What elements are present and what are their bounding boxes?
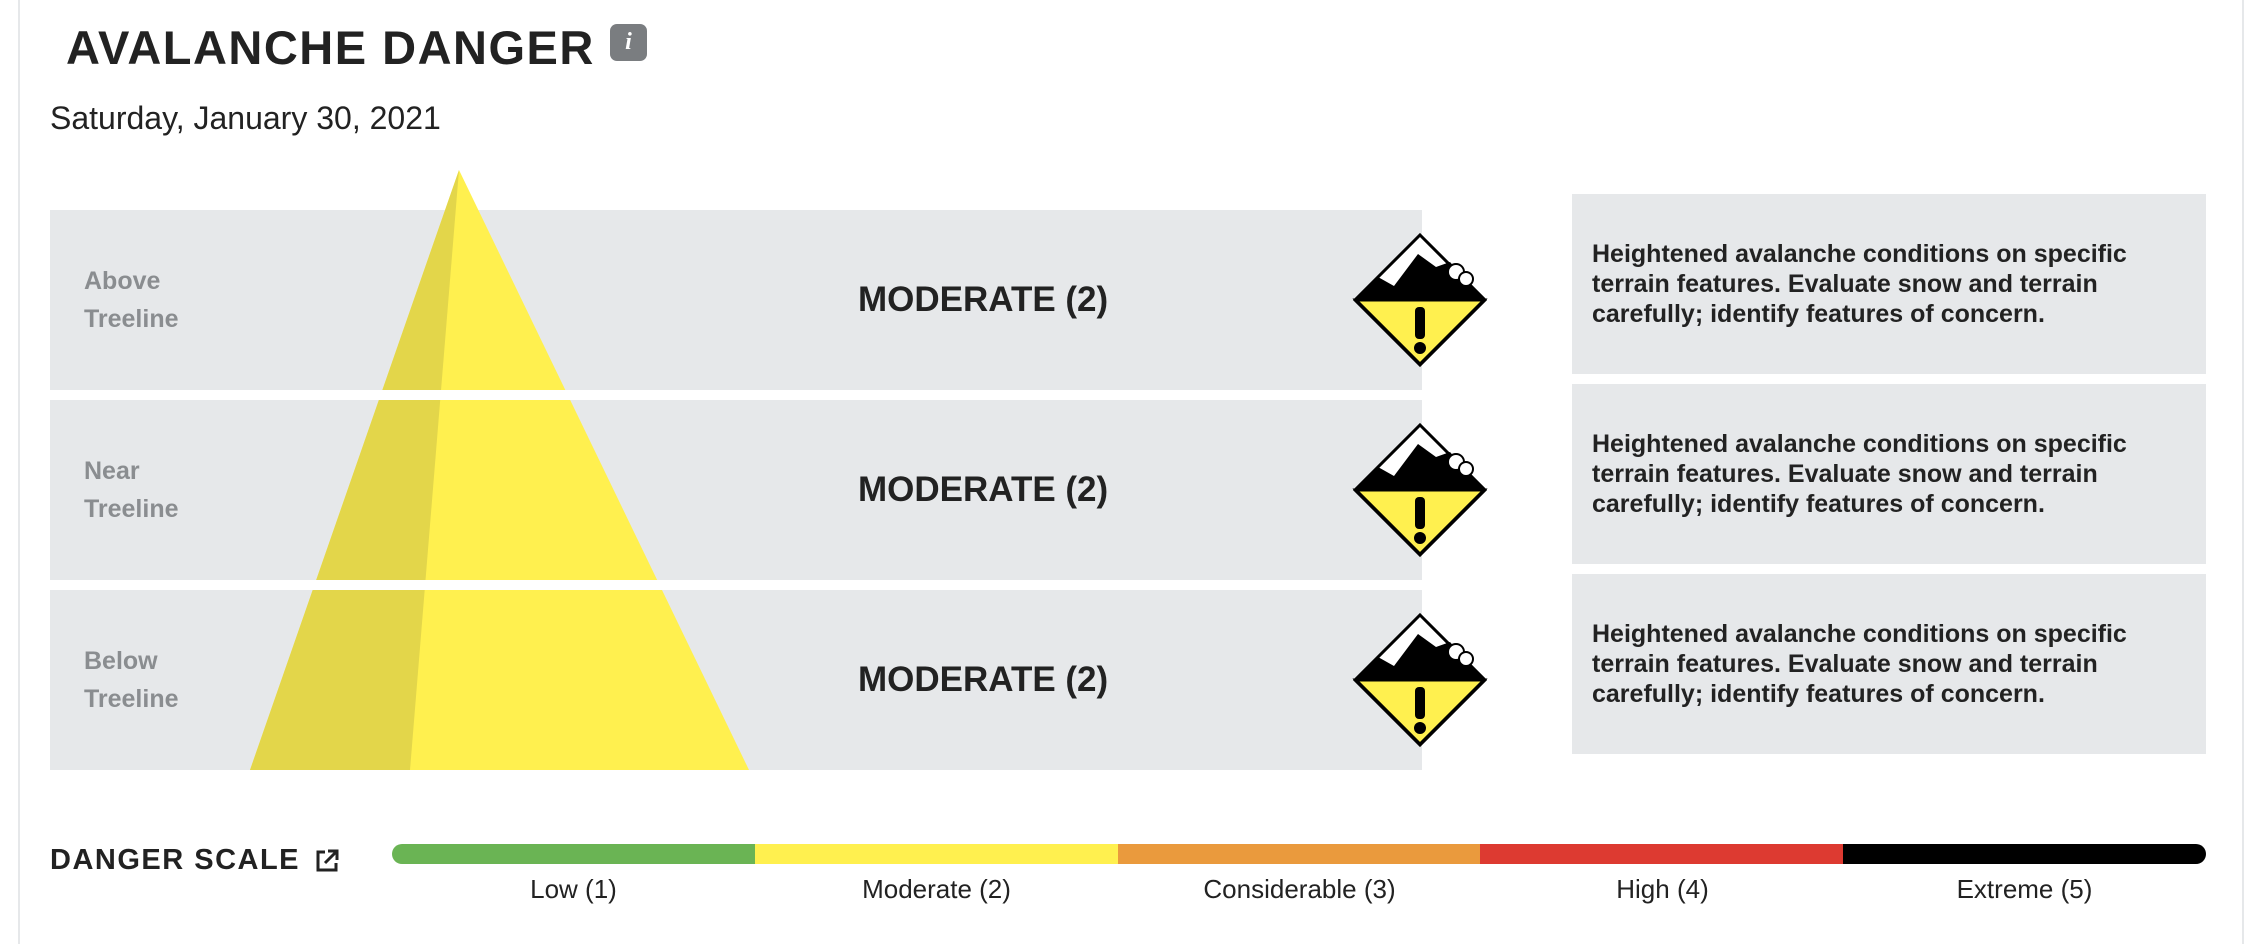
- scale-segment-moderate: [754, 844, 1118, 864]
- scale-segment-considerable: [1117, 844, 1481, 864]
- moderate-danger-icon: [1352, 232, 1488, 368]
- scale-label-extreme: Extreme (5): [1956, 874, 2093, 904]
- danger-scale-bar: [392, 844, 2206, 864]
- frame-border-left: [18, 0, 20, 944]
- forecast-date: Saturday, January 30, 2021: [50, 100, 441, 136]
- elevation-label-near-treeline: Near Treeline: [84, 457, 179, 523]
- info-icon[interactable]: i: [610, 24, 647, 61]
- scale-segment-extreme: [1843, 844, 2206, 864]
- danger-scale-link[interactable]: DANGER SCALE: [50, 844, 340, 877]
- scale-label-considerable: Considerable (3): [1203, 874, 1396, 904]
- scale-label-high: High (4): [1616, 874, 1709, 904]
- danger-description-above-treeline: Heightened avalanche conditions on speci…: [1572, 194, 2206, 374]
- external-link-icon: [316, 849, 339, 871]
- scale-label-moderate: Moderate (2): [862, 874, 1011, 904]
- scale-segment-high: [1480, 844, 1844, 864]
- danger-description-text: Heightened avalanche conditions on speci…: [1592, 620, 2127, 708]
- frame-border-right: [2242, 0, 2244, 944]
- danger-rating-above-treeline: MODERATE (2): [858, 280, 1109, 319]
- page-title: AVALANCHE DANGER: [66, 21, 595, 74]
- danger-description-below-treeline: Heightened avalanche conditions on speci…: [1572, 574, 2206, 754]
- elevation-label-above-treeline: Above Treeline: [84, 267, 179, 333]
- danger-rating-near-treeline: MODERATE (2): [858, 470, 1109, 509]
- tier-gap-lower: [50, 580, 1422, 590]
- scale-segment-low: [392, 844, 755, 864]
- elevation-band-below-treeline: [50, 590, 1422, 770]
- moderate-danger-icon: [1352, 422, 1488, 558]
- elevation-band-above-treeline: [50, 210, 1422, 390]
- elevation-band-near-treeline: [50, 400, 1422, 580]
- tier-gap-upper: [50, 390, 1422, 400]
- danger-rating-below-treeline: MODERATE (2): [858, 660, 1109, 699]
- danger-description-text: Heightened avalanche conditions on speci…: [1592, 430, 2127, 518]
- danger-description-near-treeline: Heightened avalanche conditions on speci…: [1572, 384, 2206, 564]
- danger-scale-title: DANGER SCALE: [50, 844, 301, 876]
- scale-label-low: Low (1): [530, 874, 617, 904]
- elevation-label-below-treeline: Below Treeline: [84, 647, 179, 713]
- moderate-danger-icon: [1352, 612, 1488, 748]
- danger-description-text: Heightened avalanche conditions on speci…: [1592, 240, 2127, 328]
